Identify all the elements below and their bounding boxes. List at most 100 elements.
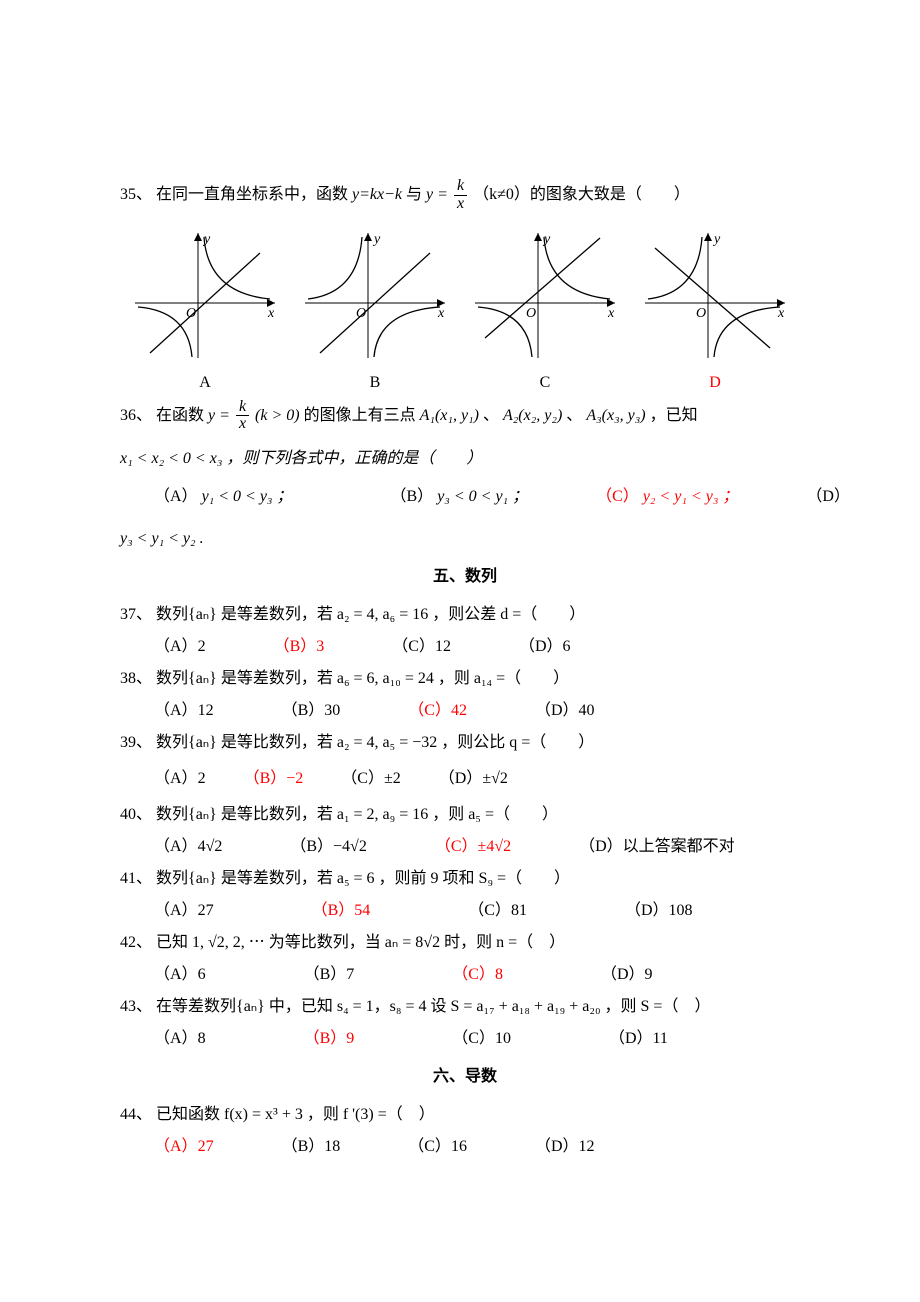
q42-D-label: （D） [601, 966, 645, 983]
q36-pC: A₃(x₃, y₃) [586, 407, 645, 424]
q40-D-label: （D） [579, 838, 623, 855]
q37-A: 2 [198, 638, 206, 655]
q42-text: 已知 1, √2, 2, ⋯ 为等比数列，当 aₙ = 8√2 时，则 n =（… [156, 934, 565, 951]
q37-B-label: （B） [274, 638, 317, 655]
svg-text:O: O [526, 306, 536, 321]
q42-options: （A）6 （B）7 （C）8 （D）9 [120, 963, 810, 987]
q43-text: 在等差数列{aₙ} 中，已知 s₄ = 1，s₈ = 4 设 S = a₁₇ +… [156, 998, 710, 1015]
q40-B-label: （B） [290, 838, 333, 855]
q39-D: ±√2 [482, 770, 508, 787]
q36-D: y₃ < y₁ < y₂ . [120, 530, 204, 547]
svg-text:y: y [202, 232, 211, 247]
q43-stem: 43、 在等差数列{aₙ} 中，已知 s₄ = 1，s₈ = 4 设 S = a… [120, 995, 810, 1019]
graph-b: y x O [290, 223, 460, 363]
graph-c-label: C [460, 371, 630, 395]
q43-num: 43、 [120, 998, 152, 1015]
q39-B-label: （B） [244, 770, 287, 787]
q42-B-label: （B） [304, 966, 347, 983]
svg-text:O: O [696, 306, 706, 321]
q36-frac: k x [236, 399, 249, 434]
q36-text3: ，已知 [650, 407, 698, 424]
q35-frac-den: x [454, 196, 467, 213]
q37-D-label: （D） [519, 638, 563, 655]
q41-C: 81 [511, 902, 527, 919]
q39-A-label: （A） [154, 770, 198, 787]
q42-B: 7 [346, 966, 354, 983]
q43-D-label: （D） [609, 1030, 653, 1047]
q39-C: ±2 [384, 770, 401, 787]
q38-C: 42 [451, 702, 467, 719]
q36-text2: 的图像上有三点 [304, 407, 420, 424]
q40-A: 4√2 [198, 838, 223, 855]
q36-frac-num: k [236, 399, 249, 417]
q36-pA: A₁(x₁, y₁) [420, 407, 479, 424]
q37-D: 6 [563, 638, 571, 655]
q41-stem: 41、 数列{aₙ} 是等差数列，若 a₅ = 6 ，则前 9 项和 S₉ =（… [120, 867, 810, 891]
q44-num: 44、 [120, 1106, 152, 1123]
svg-text:x: x [267, 306, 275, 321]
q44-C-label: （C） [408, 1138, 451, 1155]
q41-num: 41、 [120, 870, 152, 887]
q36-line2: x₁ < x₂ < 0 < x₃ ，则下列各式中，正确的是（ ） [120, 447, 810, 471]
q36-A: y₁ < 0 < y₃ ； [202, 488, 293, 505]
q40-A-label: （A） [154, 838, 198, 855]
section6-title: 六、导数 [120, 1065, 810, 1089]
svg-text:x: x [777, 306, 785, 321]
q44-A: 27 [198, 1138, 214, 1155]
q38-D: 40 [579, 702, 595, 719]
q41-A-label: （A） [154, 902, 198, 919]
q38-text: 数列{aₙ} 是等差数列，若 a₆ = 6, a₁₀ = 24 ，则 a₁₄ =… [156, 670, 569, 687]
q37-B: 3 [316, 638, 324, 655]
q41-A: 27 [198, 902, 214, 919]
q40-B: −4√2 [333, 838, 367, 855]
graph-b-label: B [290, 371, 460, 395]
q35-yeq: y = [426, 186, 448, 203]
q37-text: 数列{aₙ} 是等差数列，若 a₂ = 4, a₆ = 16 ，则公差 d =（… [156, 606, 585, 623]
q38-num: 38、 [120, 670, 152, 687]
q36-yeq: y = [208, 407, 230, 424]
q37-C-label: （C） [392, 638, 435, 655]
q36-options-row2: y₃ < y₁ < y₂ . [120, 527, 810, 551]
q41-options: （A）27 （B）54 （C）81 （D）108 [120, 899, 810, 923]
q37-options: （A）2 （B）3 （C）12 （D）6 [120, 635, 810, 659]
q39-A: 2 [198, 770, 206, 787]
q42-C-label: （C） [452, 966, 495, 983]
q38-C-label: （C） [408, 702, 451, 719]
q36-B-label: （B） [391, 488, 434, 505]
q36-text1: 在函数 [156, 407, 208, 424]
q43-options: （A）8 （B）9 （C）10 （D）11 [120, 1027, 810, 1051]
q44-options: （A）27 （B）18 （C）16 （D）12 [120, 1135, 810, 1159]
graph-d-svg: y x O [630, 223, 800, 363]
graph-c-svg: y x O [460, 223, 630, 363]
q36-sep2: 、 [566, 407, 586, 424]
q37-C: 12 [435, 638, 451, 655]
q43-C-label: （C） [452, 1030, 495, 1047]
document-page: 35、 在同一直角坐标系中，函数 y=kx−k 与 y = k x （k≠0）的… [0, 0, 920, 1225]
q42-C: 8 [495, 966, 503, 983]
graph-a: y x O [120, 223, 290, 363]
q41-B-label: （B） [312, 902, 355, 919]
q35-text2: 与 [406, 186, 426, 203]
graph-b-svg: y x O [290, 223, 460, 363]
q38-B-label: （B） [282, 702, 325, 719]
q43-A-label: （A） [154, 1030, 198, 1047]
q40-C-label: （C） [435, 838, 478, 855]
graph-a-svg: y x O [120, 223, 290, 363]
q36-pB: A₂(x₂, y₂) [503, 407, 562, 424]
graph-c: y x O [460, 223, 630, 363]
q36-sep1: 、 [483, 407, 503, 424]
q38-A-label: （A） [154, 702, 198, 719]
q44-B-label: （B） [282, 1138, 325, 1155]
q36-options-row1: （A） y₁ < 0 < y₃ ； （B） y₃ < 0 < y₁ ； （C） … [120, 485, 810, 509]
graph-d-label: D [630, 371, 800, 395]
q35-graph-row: y x O y x O [120, 223, 810, 363]
q42-stem: 42、 已知 1, √2, 2, ⋯ 为等比数列，当 aₙ = 8√2 时，则 … [120, 931, 810, 955]
q36-cond2: x₁ < x₂ < 0 < x₃ ，则下列各式中，正确的是（ ） [120, 450, 482, 467]
graph-d: y x O [630, 223, 800, 363]
q39-stem: 39、 数列{aₙ} 是等比数列，若 a₂ = 4, a₅ = −32 ，则公比… [120, 731, 810, 755]
q41-B: 54 [354, 902, 370, 919]
q36-C: y₂ < y₁ < y₃ ； [643, 488, 739, 505]
q35-frac-num: k [454, 178, 467, 196]
q42-D: 9 [645, 966, 653, 983]
q43-B: 9 [346, 1030, 354, 1047]
